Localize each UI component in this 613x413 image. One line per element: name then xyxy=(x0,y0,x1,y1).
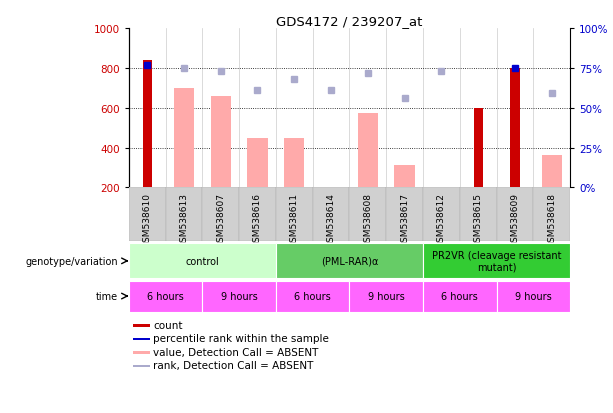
Text: GSM538618: GSM538618 xyxy=(547,192,556,247)
FancyBboxPatch shape xyxy=(423,188,460,242)
FancyBboxPatch shape xyxy=(460,188,497,242)
Bar xyxy=(142,61,151,188)
FancyBboxPatch shape xyxy=(276,188,313,242)
Text: count: count xyxy=(153,320,183,330)
Text: GSM538608: GSM538608 xyxy=(364,192,372,247)
FancyBboxPatch shape xyxy=(423,244,570,279)
Text: 6 hours: 6 hours xyxy=(441,291,478,301)
Bar xyxy=(357,114,378,188)
Text: GSM538613: GSM538613 xyxy=(180,192,188,247)
FancyBboxPatch shape xyxy=(129,188,166,242)
Text: GSM538615: GSM538615 xyxy=(474,192,482,247)
Text: value, Detection Call = ABSENT: value, Detection Call = ABSENT xyxy=(153,347,318,357)
Bar xyxy=(394,166,414,188)
Bar xyxy=(211,97,230,188)
Text: 9 hours: 9 hours xyxy=(368,291,405,301)
Text: rank, Detection Call = ABSENT: rank, Detection Call = ABSENT xyxy=(153,361,313,370)
Bar xyxy=(510,69,519,188)
Bar xyxy=(247,138,267,188)
Text: GSM538611: GSM538611 xyxy=(290,192,299,247)
Text: GSM538617: GSM538617 xyxy=(400,192,409,247)
FancyBboxPatch shape xyxy=(129,281,202,312)
FancyBboxPatch shape xyxy=(349,281,423,312)
Text: PR2VR (cleavage resistant
mutant): PR2VR (cleavage resistant mutant) xyxy=(432,250,562,272)
Text: 6 hours: 6 hours xyxy=(147,291,184,301)
FancyBboxPatch shape xyxy=(386,188,423,242)
FancyBboxPatch shape xyxy=(239,188,276,242)
FancyBboxPatch shape xyxy=(349,188,386,242)
Text: 9 hours: 9 hours xyxy=(515,291,552,301)
Bar xyxy=(133,324,150,327)
FancyBboxPatch shape xyxy=(202,281,276,312)
Bar xyxy=(473,108,482,188)
Bar xyxy=(133,365,150,367)
Bar xyxy=(173,88,194,188)
FancyBboxPatch shape xyxy=(276,244,423,279)
FancyBboxPatch shape xyxy=(129,244,276,279)
FancyBboxPatch shape xyxy=(166,188,202,242)
FancyBboxPatch shape xyxy=(533,188,570,242)
FancyBboxPatch shape xyxy=(423,281,497,312)
Text: 6 hours: 6 hours xyxy=(294,291,331,301)
Text: time: time xyxy=(96,291,118,301)
FancyBboxPatch shape xyxy=(313,188,349,242)
Title: GDS4172 / 239207_at: GDS4172 / 239207_at xyxy=(276,15,422,28)
Text: 9 hours: 9 hours xyxy=(221,291,257,301)
Text: percentile rank within the sample: percentile rank within the sample xyxy=(153,334,329,344)
Bar xyxy=(284,138,304,188)
FancyBboxPatch shape xyxy=(202,188,239,242)
Bar xyxy=(133,338,150,340)
Text: control: control xyxy=(185,256,219,266)
FancyBboxPatch shape xyxy=(497,281,570,312)
Text: GSM538609: GSM538609 xyxy=(511,192,519,247)
Text: genotype/variation: genotype/variation xyxy=(25,256,118,266)
Text: GSM538614: GSM538614 xyxy=(327,192,335,247)
Text: GSM538607: GSM538607 xyxy=(216,192,225,247)
Bar xyxy=(541,156,562,188)
Text: GSM538612: GSM538612 xyxy=(437,192,446,247)
FancyBboxPatch shape xyxy=(276,281,349,312)
Bar xyxy=(133,351,150,354)
FancyBboxPatch shape xyxy=(497,188,533,242)
Text: GSM538610: GSM538610 xyxy=(143,192,151,247)
Text: GSM538616: GSM538616 xyxy=(253,192,262,247)
Text: (PML-RAR)α: (PML-RAR)α xyxy=(321,256,378,266)
